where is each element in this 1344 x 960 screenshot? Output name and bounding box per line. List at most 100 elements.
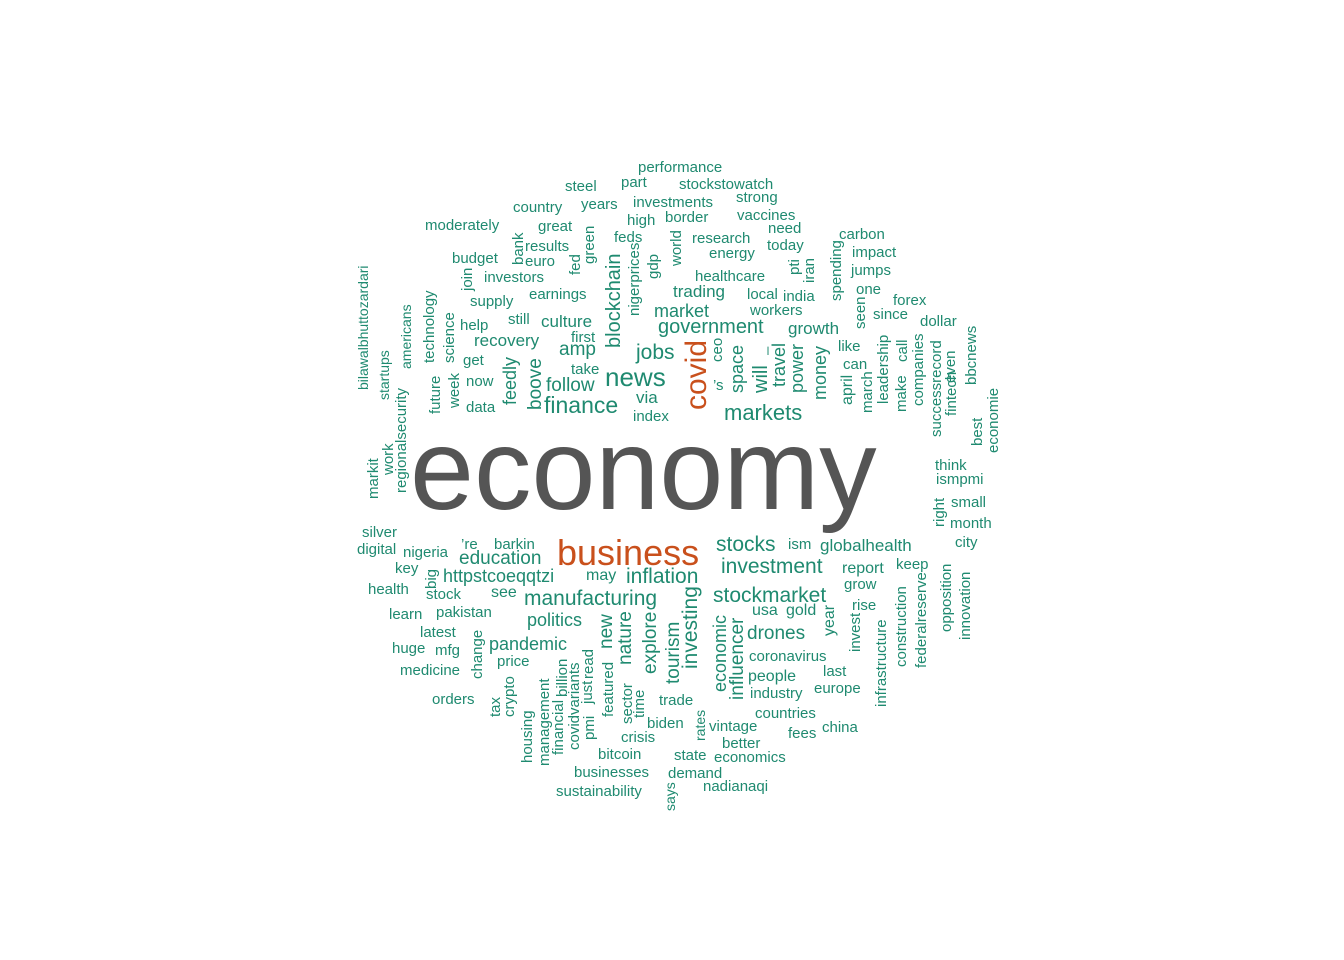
- word: leadership: [875, 334, 892, 404]
- word: stockstowatch: [679, 176, 774, 193]
- word: today: [767, 237, 804, 254]
- word: bbcnews: [963, 325, 980, 385]
- word: stock: [426, 586, 462, 603]
- word: investments: [633, 194, 714, 211]
- word: still: [508, 311, 530, 328]
- word: high: [627, 212, 656, 229]
- word: companies: [910, 333, 927, 406]
- word: euro: [525, 253, 556, 270]
- word: ismpmi: [936, 471, 984, 488]
- word: trading: [673, 282, 725, 301]
- word: carbon: [839, 226, 885, 243]
- word: part: [621, 174, 647, 191]
- word: stocks: [716, 533, 776, 556]
- word: key: [395, 560, 419, 577]
- word: last: [823, 663, 847, 680]
- word: health: [368, 581, 409, 598]
- word: impact: [852, 244, 897, 261]
- word: china: [822, 719, 858, 736]
- word: change: [469, 629, 486, 679]
- word: industry: [750, 685, 803, 702]
- word: fees: [788, 725, 817, 742]
- word: covidvariants: [566, 662, 583, 750]
- word: even: [942, 350, 959, 383]
- word: blockchain: [603, 253, 625, 348]
- word: mfg: [435, 642, 461, 659]
- word: week: [446, 372, 463, 408]
- word: can: [843, 356, 868, 373]
- word: data: [466, 399, 496, 416]
- word: finance: [544, 392, 619, 418]
- word: digital: [357, 541, 397, 558]
- word: local: [747, 286, 778, 303]
- word: money: [810, 345, 830, 400]
- word: construction: [893, 586, 910, 667]
- word: rates: [692, 709, 708, 741]
- word: markets: [724, 400, 803, 425]
- word: like: [838, 338, 861, 355]
- word: ism: [788, 536, 812, 553]
- word: manufacturing: [524, 587, 658, 610]
- word: make: [893, 375, 910, 412]
- word: invest: [847, 612, 864, 652]
- word: now: [466, 373, 494, 390]
- word: bank: [510, 232, 527, 265]
- word: feedly: [500, 356, 520, 405]
- word: index: [633, 408, 669, 425]
- word: news: [605, 362, 666, 392]
- word: influencer: [727, 617, 748, 700]
- word: supply: [470, 293, 514, 310]
- word: dollar: [920, 313, 957, 330]
- word: drones: [747, 623, 806, 644]
- word: vaccines: [737, 207, 796, 224]
- word: economie: [985, 387, 1002, 453]
- word: trade: [659, 692, 694, 709]
- word: new: [596, 614, 617, 649]
- word: amp: [559, 339, 596, 360]
- word: tax: [487, 696, 504, 717]
- word: –: [759, 346, 776, 355]
- word: see: [491, 584, 517, 601]
- word: may: [586, 567, 617, 584]
- word: year: [821, 604, 838, 636]
- word: huge: [392, 640, 426, 657]
- word: culture: [541, 312, 593, 331]
- word: ’s: [713, 377, 724, 394]
- word: investors: [484, 269, 545, 286]
- word: join: [459, 267, 476, 291]
- word: ceo: [709, 337, 726, 362]
- word: investment: [721, 555, 823, 578]
- word: right: [931, 497, 948, 527]
- word: april: [839, 374, 856, 405]
- word: explore: [640, 611, 661, 674]
- word: forex: [893, 292, 927, 309]
- word: border: [665, 209, 709, 226]
- word: bitcoin: [598, 746, 642, 763]
- word: healthcare: [695, 268, 766, 285]
- word: energy: [709, 245, 755, 262]
- word: medicine: [400, 662, 461, 679]
- word: httpstcoeqqtzi: [443, 566, 555, 586]
- word: ’re: [461, 536, 478, 553]
- word: innovation: [957, 571, 974, 640]
- word: power: [787, 343, 807, 393]
- word: technology: [421, 290, 438, 363]
- word: follow: [546, 375, 595, 396]
- word: infrastructure: [873, 619, 890, 707]
- word: businesses: [574, 764, 650, 781]
- word: sustainability: [556, 783, 642, 800]
- word: government: [658, 316, 764, 338]
- word: country: [513, 199, 563, 216]
- word: demand: [668, 765, 723, 782]
- word: iran: [801, 257, 818, 283]
- word: green: [581, 225, 598, 264]
- word: crisis: [621, 729, 656, 746]
- word: nadianaqi: [703, 778, 769, 795]
- word: price: [497, 653, 530, 670]
- word: state: [674, 747, 707, 764]
- word: better: [722, 735, 761, 752]
- word: americans: [398, 304, 414, 369]
- word: grow: [844, 576, 877, 593]
- word: first: [571, 329, 596, 346]
- word: economics: [714, 749, 786, 766]
